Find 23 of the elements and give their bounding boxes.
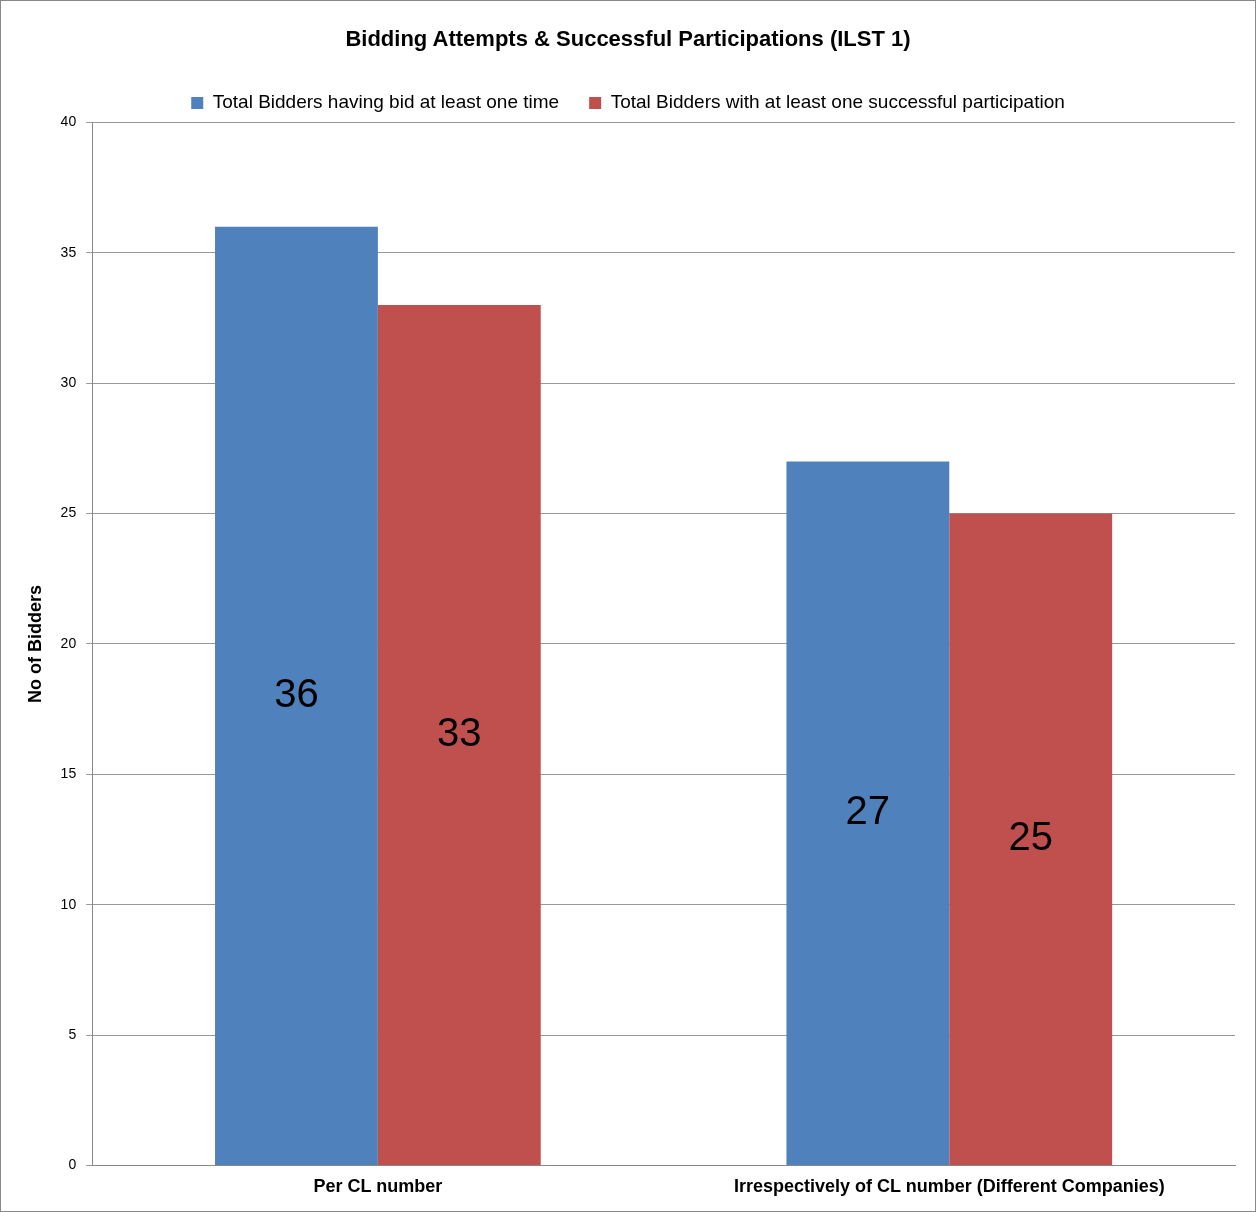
y-tick-label: 20 <box>60 634 77 651</box>
y-axis-title: No of Bidders <box>24 584 45 703</box>
y-tick-label: 5 <box>68 1025 77 1042</box>
data-label: 33 <box>437 709 482 754</box>
chart-title: Bidding Attempts & Successful Participations (ILST 1) <box>345 26 911 52</box>
x-tick-label: Irrespectively of CL number (Different Companies) <box>733 1176 1165 1197</box>
y-tick-label: 15 <box>60 765 77 782</box>
y-tick-label: 10 <box>60 895 77 912</box>
data-label: 25 <box>1008 814 1053 859</box>
legend-label: Total Bidders having bid at least one time <box>212 91 560 113</box>
y-tick-label: 30 <box>60 374 77 391</box>
data-label: 36 <box>274 670 319 715</box>
data-label: 27 <box>845 788 891 833</box>
y-tick-label: 25 <box>60 504 77 521</box>
x-tick-label: Per CL number <box>313 1176 443 1197</box>
bar <box>949 513 1113 1165</box>
y-tick-label: 0 <box>68 1156 77 1173</box>
bar <box>215 226 378 1165</box>
bar <box>786 461 950 1165</box>
y-tick-label: 40 <box>60 113 77 130</box>
y-tick-label: 35 <box>60 243 77 260</box>
legend-label: Total Bidders with at least one successful participation <box>610 91 1065 113</box>
bar <box>377 304 541 1165</box>
